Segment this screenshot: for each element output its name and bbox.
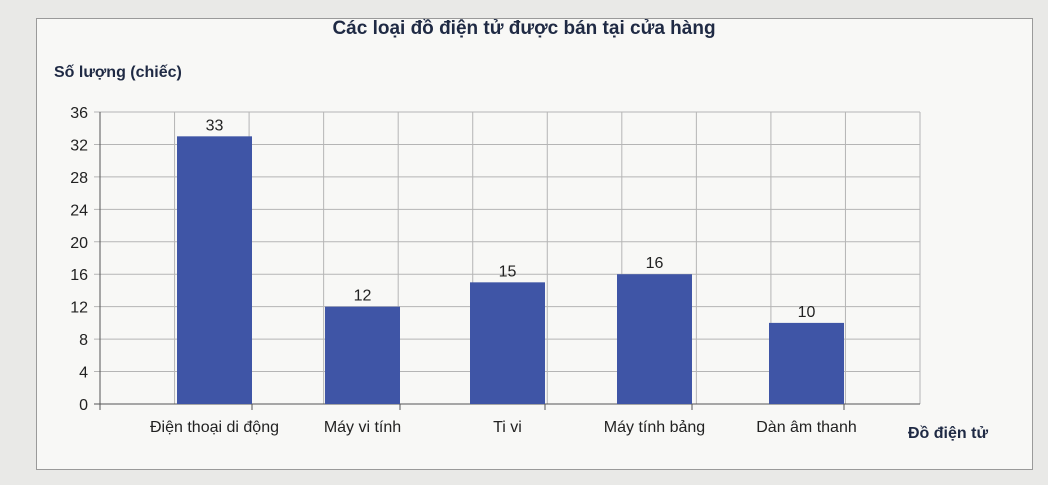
y-tick-label: 36 [70,105,88,122]
x-tick-label: Máy vi tính [324,419,401,436]
bar [617,274,692,404]
x-tick-label: Ti vi [493,419,522,436]
y-tick-label: 16 [70,267,88,284]
data-label: 12 [354,288,372,305]
data-label: 16 [646,255,664,272]
bar [769,322,844,404]
y-tick-label: 24 [70,202,88,219]
y-tick-label: 0 [79,397,88,414]
y-tick-label: 8 [79,332,88,349]
x-tick-label: Dàn âm thanh [756,419,857,436]
bar [470,282,545,404]
y-tick-label: 12 [70,300,88,317]
x-tick-label: Máy tính bảng [604,419,705,436]
data-label: 33 [206,117,224,134]
y-tick-label: 28 [70,170,88,187]
y-tick-label: 20 [70,235,88,252]
chart-title: Các loại đồ điện tử được bán tại cửa hàn… [332,18,716,39]
y-axis-label: Số lượng (chiếc) [54,64,182,81]
x-axis-label: Đồ điện tử [908,425,989,442]
bar [325,306,400,404]
x-tick-label: Điện thoại di động [150,419,279,436]
data-label: 10 [798,304,816,321]
bar [177,136,252,405]
y-tick-label: 4 [79,365,88,382]
y-tick-label: 32 [70,137,88,154]
data-label: 15 [499,263,517,280]
